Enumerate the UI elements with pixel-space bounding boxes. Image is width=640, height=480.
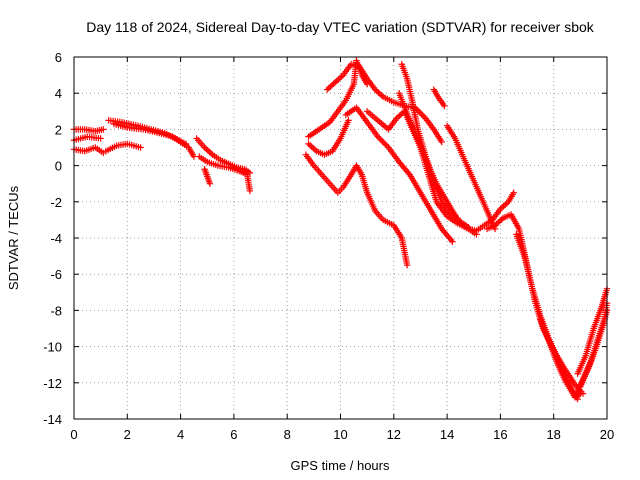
data-point — [204, 147, 211, 154]
data-point — [206, 180, 214, 187]
data-point — [323, 86, 331, 93]
y-tick-label: -12 — [43, 376, 62, 391]
y-tick-label: -2 — [50, 195, 62, 210]
data-point — [375, 89, 382, 96]
y-tick-label: -14 — [43, 412, 62, 427]
y-tick-label: -4 — [50, 231, 62, 246]
data-point — [310, 145, 317, 152]
x-tick-label: 0 — [70, 427, 77, 442]
data-point — [419, 112, 426, 119]
series-arc-19 — [574, 285, 611, 377]
series-arc-15 — [483, 211, 587, 397]
data-point — [403, 261, 411, 269]
data-point — [377, 136, 385, 143]
x-tick-label: 4 — [177, 427, 184, 442]
x-axis-label: GPS time / hours — [291, 458, 390, 473]
data-point — [100, 126, 107, 133]
data-point — [308, 143, 315, 150]
data-point — [396, 112, 403, 119]
x-tick-label: 20 — [600, 427, 614, 442]
data-point — [305, 140, 312, 148]
data-point — [383, 142, 391, 150]
data-point — [379, 138, 386, 145]
data-point — [441, 102, 448, 110]
data-point — [449, 238, 456, 245]
data-point — [498, 204, 506, 211]
data-point — [418, 110, 425, 118]
data-point — [202, 145, 210, 153]
x-tick-label: 12 — [387, 427, 401, 442]
y-axis-label: SDTVAR / TECUs — [6, 185, 21, 290]
data-point — [438, 138, 445, 146]
y-tick-label: 4 — [55, 86, 62, 101]
series-arc-20 — [577, 299, 611, 390]
x-tick-label: 2 — [124, 427, 131, 442]
data-point — [333, 77, 340, 85]
data-point — [454, 214, 461, 222]
x-tick-label: 6 — [230, 427, 237, 442]
data-point — [206, 148, 213, 156]
x-tick-label: 14 — [440, 427, 454, 442]
x-tick-label: 16 — [493, 427, 507, 442]
series-arc-14 — [457, 189, 517, 234]
x-tick-label: 18 — [546, 427, 560, 442]
data-point — [137, 144, 144, 151]
data-point — [376, 134, 383, 142]
data-point — [382, 141, 389, 148]
y-tick-label: 2 — [55, 122, 62, 137]
data-points — [70, 57, 611, 403]
x-tick-label: 8 — [284, 427, 291, 442]
series-arc-8 — [342, 104, 456, 245]
data-point — [338, 73, 345, 80]
data-point — [327, 83, 334, 90]
data-point — [97, 135, 104, 142]
data-point — [380, 139, 388, 147]
data-point — [394, 113, 402, 121]
data-point — [496, 217, 504, 225]
series-arc-1b — [70, 133, 104, 144]
data-point — [246, 187, 254, 195]
series-arc-4 — [302, 151, 411, 269]
data-point — [328, 82, 336, 89]
data-point — [325, 84, 332, 92]
data-point — [336, 74, 344, 82]
data-point — [510, 189, 517, 196]
series-arc-1c — [70, 144, 107, 157]
y-tick-label: -10 — [43, 340, 62, 355]
series-arc-3 — [193, 135, 254, 177]
series-arc-13 — [443, 122, 499, 233]
series-arc-12 — [430, 86, 448, 110]
data-point — [345, 117, 352, 124]
data-point — [421, 113, 428, 121]
series-arc-3b — [196, 153, 254, 195]
data-point — [306, 142, 314, 149]
series-arc-1a — [70, 126, 107, 135]
y-tick-label: 6 — [55, 50, 62, 65]
plot-frame — [73, 56, 608, 420]
y-tick-label: -6 — [50, 267, 62, 282]
series-arc-3c — [201, 166, 214, 187]
series-arc-5 — [305, 117, 352, 158]
data-point — [331, 79, 339, 86]
data-point — [330, 80, 337, 87]
y-tick-label: 0 — [55, 159, 62, 174]
y-tick-label: -8 — [50, 303, 62, 318]
chart-title: Day 118 of 2024, Sidereal Day-to-day VTE… — [86, 19, 595, 35]
data-point — [501, 201, 509, 208]
data-point — [500, 202, 507, 210]
data-point — [376, 90, 384, 98]
axis-ticks: 0 2 4 6 8 10 12 14 16 18 20 -14 -12 -10 -8 -6 -4 -2 0 2 4 6 — [43, 50, 614, 442]
series-arc-10 — [398, 61, 461, 222]
x-tick-label: 10 — [333, 427, 347, 442]
series-arc-2c — [102, 140, 144, 155]
series-arc-2b — [110, 120, 198, 160]
